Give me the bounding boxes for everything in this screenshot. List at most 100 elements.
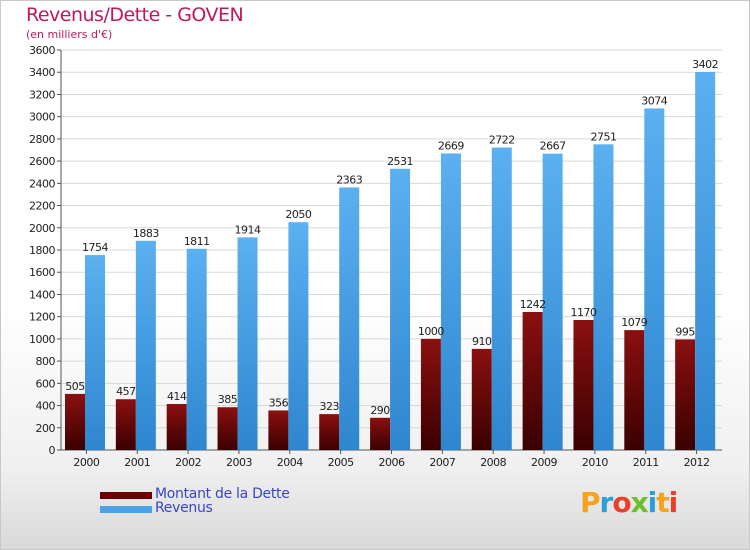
bar-revenus <box>593 144 614 451</box>
bar-revenus <box>135 240 156 450</box>
y-tick-label: 3400 <box>29 66 55 79</box>
data-label-debt: 356 <box>269 396 289 409</box>
x-tick-label: 2005 <box>328 456 354 469</box>
y-tick-label: 800 <box>36 355 56 368</box>
bar-debt <box>217 407 238 450</box>
y-tick-label: 2400 <box>29 177 55 190</box>
data-label-revenus: 2050 <box>285 208 311 221</box>
bar-revenus <box>288 222 309 450</box>
axis-layer: 0 200 400 600 800 1000 1200 1400 1600 1800 2000 220… <box>29 44 722 469</box>
bar-revenus <box>695 72 716 450</box>
bar-debt <box>268 410 289 450</box>
data-label-revenus: 2722 <box>489 134 515 147</box>
data-label-debt: 995 <box>675 325 695 338</box>
data-label-debt: 414 <box>167 390 187 403</box>
bar-debt <box>522 312 543 450</box>
bar-revenus <box>491 147 512 451</box>
data-label-debt: 1170 <box>570 306 596 319</box>
bar-debt <box>166 404 187 450</box>
y-tick-label: 1200 <box>29 311 55 324</box>
data-label-debt: 1242 <box>520 298 546 311</box>
x-tick-label: 2003 <box>226 456 252 469</box>
data-label-debt: 385 <box>218 393 238 406</box>
y-tick-label: 1400 <box>29 288 55 301</box>
legend-swatch-debt <box>100 492 152 499</box>
bar-debt <box>319 414 340 450</box>
y-tick-label: 1600 <box>29 266 55 279</box>
y-tick-label: 3200 <box>29 88 55 101</box>
bar-debt <box>471 348 492 450</box>
data-label-revenus: 3074 <box>641 94 667 107</box>
data-label-revenus: 1754 <box>82 241 108 254</box>
y-tick-label: 400 <box>36 400 56 413</box>
data-label-debt: 323 <box>319 400 339 413</box>
bar-revenus <box>440 153 461 450</box>
logo-letter: r <box>599 486 614 519</box>
data-label-revenus: 2667 <box>540 140 566 153</box>
data-label-debt: 290 <box>370 404 390 417</box>
x-tick-label: 2000 <box>73 456 99 469</box>
bar-debt <box>115 399 136 450</box>
data-label-revenus: 3402 <box>692 58 718 71</box>
data-label-revenus: 1811 <box>184 235 210 248</box>
data-label-debt: 1079 <box>621 316 647 329</box>
data-label-revenus: 2531 <box>387 155 413 168</box>
x-tick-label: 2008 <box>480 456 506 469</box>
y-tick-label: 600 <box>36 377 56 390</box>
bar-revenus <box>390 168 411 450</box>
bar-revenus <box>644 108 665 450</box>
logo-letter: i <box>668 486 679 519</box>
bar-debt <box>675 339 696 450</box>
logo-letter: x <box>630 486 649 519</box>
bar-revenus <box>237 237 258 450</box>
data-label-revenus: 2363 <box>336 173 362 186</box>
y-tick-label: 1000 <box>29 333 55 346</box>
data-label-debt: 505 <box>65 380 85 393</box>
x-tick-label: 2006 <box>379 456 405 469</box>
bar-revenus <box>542 153 563 450</box>
data-label-debt: 910 <box>472 335 492 348</box>
legend-swatch-revenus <box>100 506 152 513</box>
logo-letter: P <box>580 486 601 519</box>
legend-label-debt: Montant de la Dette <box>155 486 290 502</box>
x-tick-label: 2009 <box>531 456 557 469</box>
bar-debt <box>624 330 645 450</box>
bar-debt <box>420 338 441 450</box>
x-tick-label: 2002 <box>175 456 201 469</box>
logo-letter: i <box>647 486 658 519</box>
bar-debt <box>370 417 391 450</box>
x-tick-label: 2011 <box>633 456 659 469</box>
y-tick-label: 200 <box>36 422 56 435</box>
legend-label-revenus: Revenus <box>155 500 213 516</box>
bar-debt <box>573 320 594 450</box>
y-tick-label: 3600 <box>29 44 55 57</box>
x-tick-label: 2007 <box>429 456 455 469</box>
y-tick-label: 0 <box>49 444 56 457</box>
x-tick-label: 2004 <box>277 456 303 469</box>
chart-subtitle: (en milliers d'€) <box>26 28 113 41</box>
bar-debt <box>65 393 85 450</box>
data-label-revenus: 2669 <box>438 139 464 152</box>
y-tick-label: 2800 <box>29 133 55 146</box>
bar-revenus <box>339 187 360 450</box>
y-tick-label: 2000 <box>29 222 55 235</box>
data-label-debt: 457 <box>116 385 136 398</box>
y-tick-label: 1800 <box>29 244 55 257</box>
label-layer: 505 1754 457 1883 414 1811 385 1914 356 2050 323 23… <box>65 58 718 417</box>
logo-letter: o <box>612 486 631 519</box>
chart-title: Revenus/Dette - GOVEN <box>26 4 244 26</box>
x-tick-label: 2001 <box>124 456 150 469</box>
logo-letter: t <box>656 486 669 519</box>
bar-revenus <box>186 248 207 450</box>
y-tick-label: 2600 <box>29 155 55 168</box>
x-tick-label: 2010 <box>582 456 608 469</box>
bar-layer <box>65 72 716 451</box>
proxiti-logo: Proxiti <box>580 486 679 519</box>
bar-revenus <box>85 255 105 450</box>
data-label-revenus: 1914 <box>235 223 261 236</box>
data-label-revenus: 2751 <box>590 130 616 143</box>
y-tick-label: 2200 <box>29 200 55 213</box>
data-label-debt: 1000 <box>418 325 444 338</box>
